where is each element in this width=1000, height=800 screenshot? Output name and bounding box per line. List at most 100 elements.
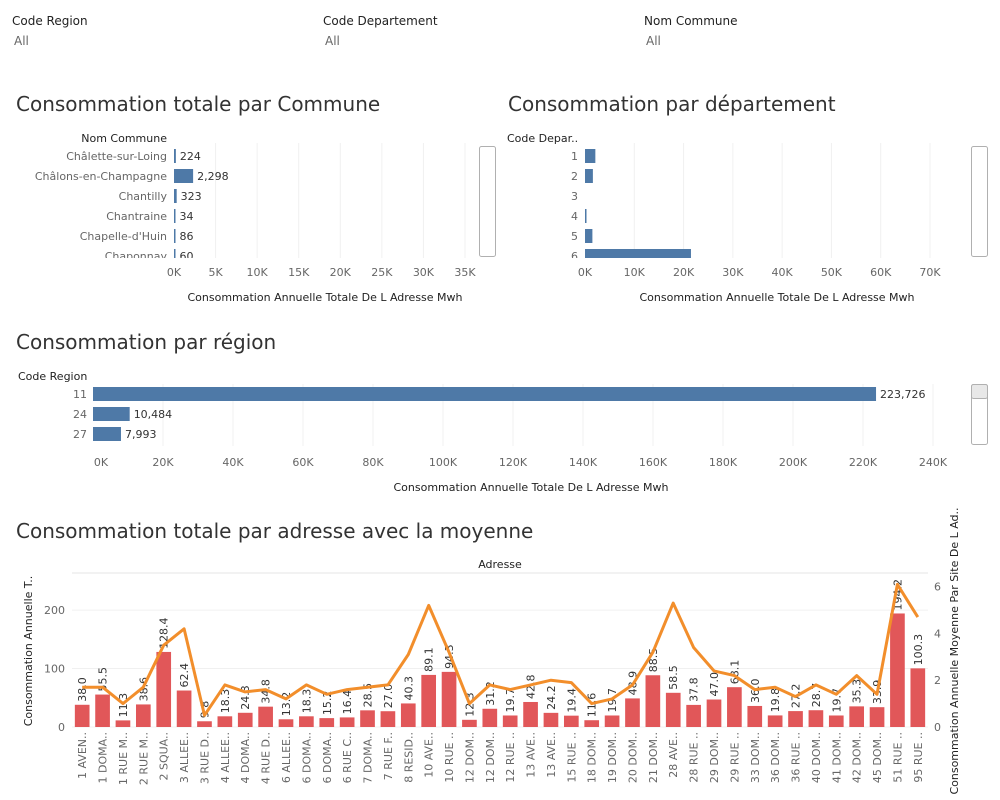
data-label: 42.8	[525, 674, 538, 699]
x-tick-label: 12 DOM..	[484, 732, 497, 783]
bar	[665, 692, 681, 727]
category-label: Chapelle-d'Huin	[80, 230, 167, 243]
x-tick-label: 20 DOM..	[626, 732, 639, 783]
x-tick-label: 1 AVEN..	[76, 732, 89, 779]
data-label: 224	[180, 150, 201, 163]
x-tick-label: 40 DOM..	[810, 732, 823, 783]
bar	[585, 249, 691, 258]
x-tick-label: 7 RUE F..	[382, 732, 395, 780]
bar	[462, 719, 477, 727]
x-tick-label: 19 DOM..	[606, 732, 619, 783]
x-tick-label: 10 AVE..	[423, 732, 436, 778]
x-tick-label: 13 AVE..	[545, 732, 558, 778]
bar	[788, 711, 803, 727]
y-tick-label: 200	[44, 604, 65, 617]
bar	[237, 712, 253, 727]
x-tick-label: 220K	[849, 456, 878, 469]
x-tick-label: 25K	[371, 266, 393, 279]
region-chart: 0K 20K 40K 60K 80K 100K 120K 140K 160K 180K 200K 22…	[18, 370, 988, 494]
x-tick-label: 20K	[330, 266, 352, 279]
data-label: 38.0	[76, 677, 89, 702]
scrollbar	[971, 146, 988, 257]
bar	[585, 229, 593, 243]
bar	[319, 718, 335, 727]
filter-value[interactable]: All	[325, 34, 340, 48]
bar	[174, 149, 176, 163]
x-tick-label: 160K	[639, 456, 668, 469]
bar	[585, 149, 596, 163]
category-label: 11	[73, 388, 87, 401]
filter-value[interactable]: All	[14, 34, 29, 48]
filter-value[interactable]: All	[646, 34, 661, 48]
x-tick-label: 4 ALLEE..	[219, 732, 232, 783]
filter-nom-commune[interactable]: Nom Commune All	[644, 14, 738, 48]
departement-rows: 1 2 3 4 5 6	[571, 149, 691, 263]
y-tick-label: 100	[44, 663, 65, 676]
departement-chart: 0K 10K 20K 30K 40K 50K 60K 70K Code Depar.. 1 2 3 4 5…	[507, 132, 988, 304]
x-tick-label: 6 DOMA..	[300, 732, 313, 783]
data-label: 34	[180, 210, 194, 223]
scrollbar	[479, 146, 496, 257]
data-label: 19.7	[504, 688, 517, 713]
bar	[523, 701, 538, 727]
data-label: 7,993	[125, 428, 156, 441]
bar	[625, 698, 640, 727]
category-label: Chantilly	[119, 190, 168, 203]
filter-code-departement[interactable]: Code Departement All	[323, 14, 438, 48]
filter-label: Code Region	[12, 14, 88, 28]
data-label: 28.7	[810, 683, 823, 708]
data-label: 35.3	[851, 679, 864, 704]
x-tick-label: 1 RUE M..	[117, 732, 130, 785]
x-tick-label: 180K	[709, 456, 738, 469]
category-label: 27	[73, 428, 87, 441]
x-tick-label: 29 DOM..	[708, 732, 721, 783]
bar	[706, 699, 722, 727]
category-header: Code Depar..	[507, 132, 578, 145]
x-tick-label: 21 DOM..	[647, 732, 660, 783]
data-label: 2,298	[197, 170, 229, 183]
y2-tick-label: 2	[934, 674, 941, 687]
x-tick-label: 4 RUE D..	[260, 732, 273, 784]
y-tick-label: 0	[58, 721, 65, 734]
x-tick-label: 140K	[569, 456, 598, 469]
x-tick-label: 240K	[919, 456, 948, 469]
bar	[849, 706, 865, 727]
x-tick-label: 13 AVE..	[525, 732, 538, 778]
x-tick-label: 42 DOM..	[851, 732, 864, 783]
category-label: 6	[571, 250, 578, 263]
x-tick-label: 15K	[288, 266, 310, 279]
bar	[869, 707, 885, 727]
x-tick-label: 29 RUE ..	[728, 732, 741, 783]
bar	[400, 703, 416, 727]
x-tick-label: 10 RUE ..	[443, 732, 456, 783]
chart-title-departement: Consommation par département	[508, 92, 836, 116]
bar	[74, 704, 90, 727]
bar	[174, 189, 177, 203]
x-tick-label: 5K	[208, 266, 223, 279]
y2-tick-label: 4	[934, 627, 941, 640]
x-tick-label: 35K	[454, 266, 476, 279]
x-tick-label: 50K	[821, 266, 843, 279]
x-tick-label: 36 RUE ..	[790, 732, 803, 783]
x-tick-label: 30K	[413, 266, 435, 279]
x-tick-label: 95 RUE ..	[912, 732, 925, 783]
data-label: 40.3	[402, 676, 415, 701]
bar	[156, 651, 172, 727]
x-tick-label: 28 AVE..	[667, 732, 680, 778]
x-tick-label: 2 SQUA..	[158, 732, 171, 781]
bar	[645, 675, 661, 727]
data-label: 18.3	[300, 689, 313, 714]
data-label: 86	[180, 230, 194, 243]
category-label: Châlette-sur-Loing	[66, 150, 167, 163]
adresse-chart: Adresse 0 100 200 0 2 4 6 Consommation Annuelle …	[22, 507, 961, 794]
bar	[747, 705, 763, 727]
category-label: 4	[571, 210, 578, 223]
filter-code-region[interactable]: Code Region All	[12, 14, 88, 48]
bar	[93, 407, 130, 421]
bar	[585, 209, 587, 223]
x-tick-label: 12 DOM..	[463, 732, 476, 783]
x-tick-label: 20K	[152, 456, 174, 469]
category-label: 5	[571, 230, 578, 243]
x-tick-label: 2 RUE M..	[137, 732, 150, 785]
